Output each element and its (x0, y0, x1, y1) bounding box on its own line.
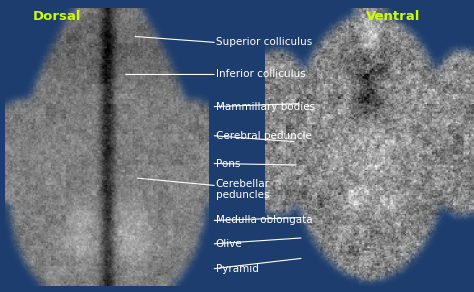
Text: Inferior colliculus: Inferior colliculus (216, 69, 305, 79)
Text: Cerebral peduncle: Cerebral peduncle (216, 131, 311, 141)
Text: Pyramid: Pyramid (216, 264, 258, 274)
Text: Medulla oblongata: Medulla oblongata (216, 215, 312, 225)
Text: Ventral: Ventral (366, 10, 420, 23)
Text: Cerebellar
peduncles: Cerebellar peduncles (216, 179, 270, 200)
Text: Mammillary bodies: Mammillary bodies (216, 102, 315, 112)
Text: Pons: Pons (216, 159, 240, 168)
Text: Olive: Olive (216, 239, 242, 249)
Text: Superior colliculus: Superior colliculus (216, 37, 312, 47)
Text: Dorsal: Dorsal (33, 10, 81, 23)
